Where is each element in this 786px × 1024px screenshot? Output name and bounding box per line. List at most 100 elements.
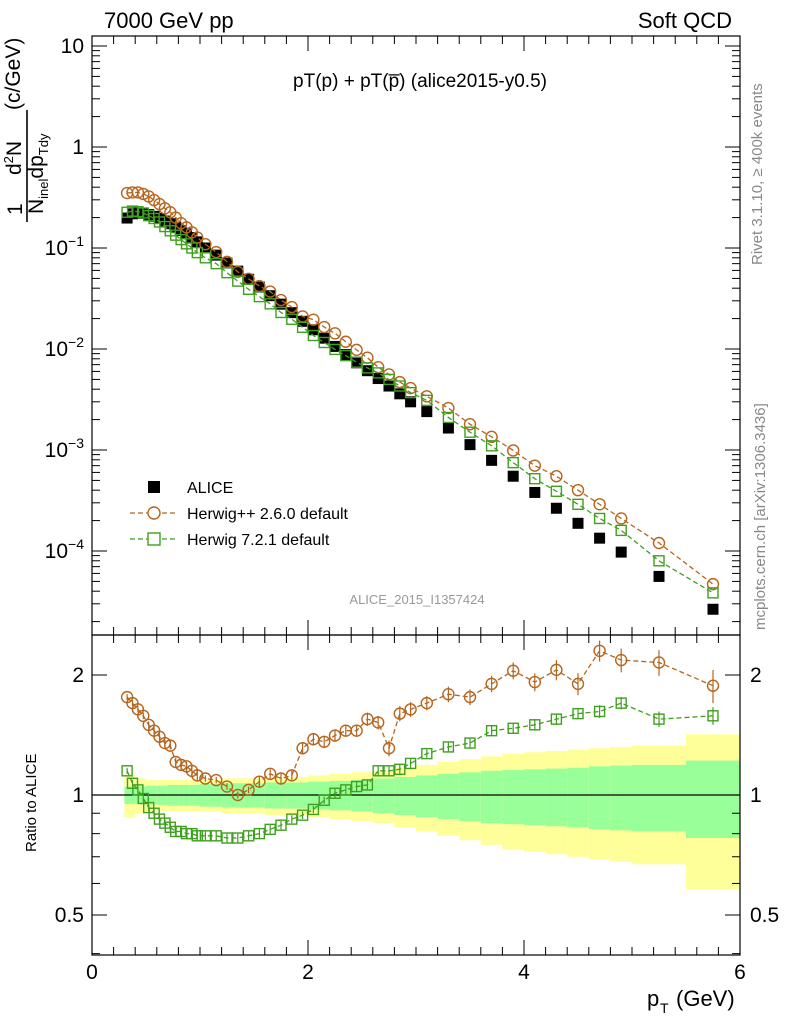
uncertainty-band-green: [567, 767, 589, 828]
data-point: [593, 498, 606, 511]
data-point: [394, 380, 406, 392]
uncertainty-band-green: [502, 770, 524, 825]
data-point: [463, 418, 477, 431]
ratio-point: [404, 703, 417, 716]
ratio-point: [652, 656, 666, 669]
ratio-y-tick-label-right: 2: [750, 664, 762, 687]
data-point: [394, 388, 406, 400]
data-point: [242, 283, 255, 296]
data-point: [264, 298, 276, 310]
data-point: [615, 524, 627, 537]
ratio-point: [485, 724, 498, 737]
data-point: [131, 186, 145, 199]
data-point: [707, 603, 719, 615]
analysis-id: ALICE_2015_I1357424: [349, 592, 484, 607]
ratio-point: [242, 783, 255, 797]
data-point: [318, 336, 330, 349]
ratio-point: [285, 769, 298, 782]
ratio-point: [264, 823, 276, 836]
ratio-point: [593, 705, 606, 718]
ratio-point: [528, 675, 541, 689]
ratio-point: [242, 830, 255, 842]
data-point: [442, 422, 454, 434]
data-point: [507, 444, 520, 457]
legend-marker: [148, 481, 160, 493]
data-point: [307, 324, 319, 336]
header-right: Soft QCD: [638, 8, 732, 33]
header-left: 7000 GeV pp: [104, 8, 234, 33]
data-point: [442, 411, 455, 424]
ratio-point: [463, 690, 477, 704]
ratio-xlabel: p T (GeV): [647, 986, 735, 1016]
uncertainty-band-green: [588, 766, 611, 830]
data-point: [264, 290, 276, 302]
data-point: [529, 472, 541, 485]
ratio-point: [442, 688, 455, 701]
ratio-point: [442, 741, 455, 753]
y-tick-label: 10−2: [45, 334, 85, 361]
data-point: [221, 266, 233, 279]
legend-label: Herwig 7.2.1 default: [187, 532, 330, 549]
ratio-point: [393, 707, 406, 720]
main-panel: pT(p) + pT(p̅) (alice2015-y0.5) ALICE_20…: [1, 35, 741, 636]
ratio-point: [382, 742, 396, 755]
ratio-point: [550, 663, 563, 677]
y-tick-label: 1: [72, 136, 84, 159]
data-point: [464, 439, 476, 451]
ratio-x-tick-label: 4: [518, 961, 530, 984]
data-point: [210, 257, 222, 270]
data-point: [361, 365, 373, 377]
data-point: [464, 426, 476, 438]
data-point: [507, 470, 519, 482]
ratio-point: [706, 679, 720, 692]
uncertainty-band-green: [545, 768, 568, 827]
data-point: [615, 546, 627, 558]
uncertainty-band-green: [459, 772, 481, 822]
data-point: [329, 343, 341, 356]
plot-title: pT(p) + pT(p̅) (alice2015-y0.5): [293, 71, 547, 92]
data-point: [707, 587, 719, 599]
ratio-y-tick-label: 0.5: [55, 904, 84, 927]
ratio-y-tick-label: 2: [72, 664, 84, 687]
ratio-point: [529, 719, 541, 731]
ratio-point: [328, 729, 342, 742]
data-point: [307, 329, 320, 342]
data-point: [383, 380, 395, 392]
data-point: [486, 454, 498, 466]
data-point: [351, 357, 363, 369]
data-point: [318, 320, 331, 334]
ratio-point: [253, 775, 266, 788]
svg-text:1: 1: [4, 203, 27, 215]
series-line: [127, 191, 714, 585]
ratio-point: [137, 709, 150, 723]
data-point: [653, 570, 665, 582]
data-point: [485, 430, 498, 444]
y-tick-label: 10−3: [45, 435, 85, 462]
ratio-point: [350, 780, 363, 793]
svg-text:(GeV): (GeV): [676, 986, 735, 1011]
uncertainty-band-green: [394, 776, 416, 816]
data-point: [210, 249, 222, 261]
ratio-point: [209, 773, 223, 787]
y-tick-label: 10−4: [45, 536, 85, 563]
data-point: [191, 236, 203, 248]
ratio-point: [121, 765, 133, 777]
ratio-point: [286, 813, 298, 825]
data-point: [550, 470, 563, 483]
ratio-point: [232, 832, 244, 844]
data-point: [232, 275, 244, 287]
data-point: [421, 394, 433, 407]
data-point: [404, 386, 417, 399]
svg-text:d2N: d2N: [1, 141, 26, 175]
ratio-ylabel: Ratio to ALICE: [23, 754, 40, 852]
ratio-point: [361, 779, 374, 791]
ratio-point: [210, 830, 222, 842]
data-point: [653, 555, 665, 567]
data-point: [594, 532, 606, 544]
data-point: [372, 367, 384, 379]
ratio-point: [296, 742, 309, 755]
ratio-point: [221, 832, 233, 844]
ratio-point: [464, 737, 476, 749]
ratio-point: [361, 712, 374, 726]
